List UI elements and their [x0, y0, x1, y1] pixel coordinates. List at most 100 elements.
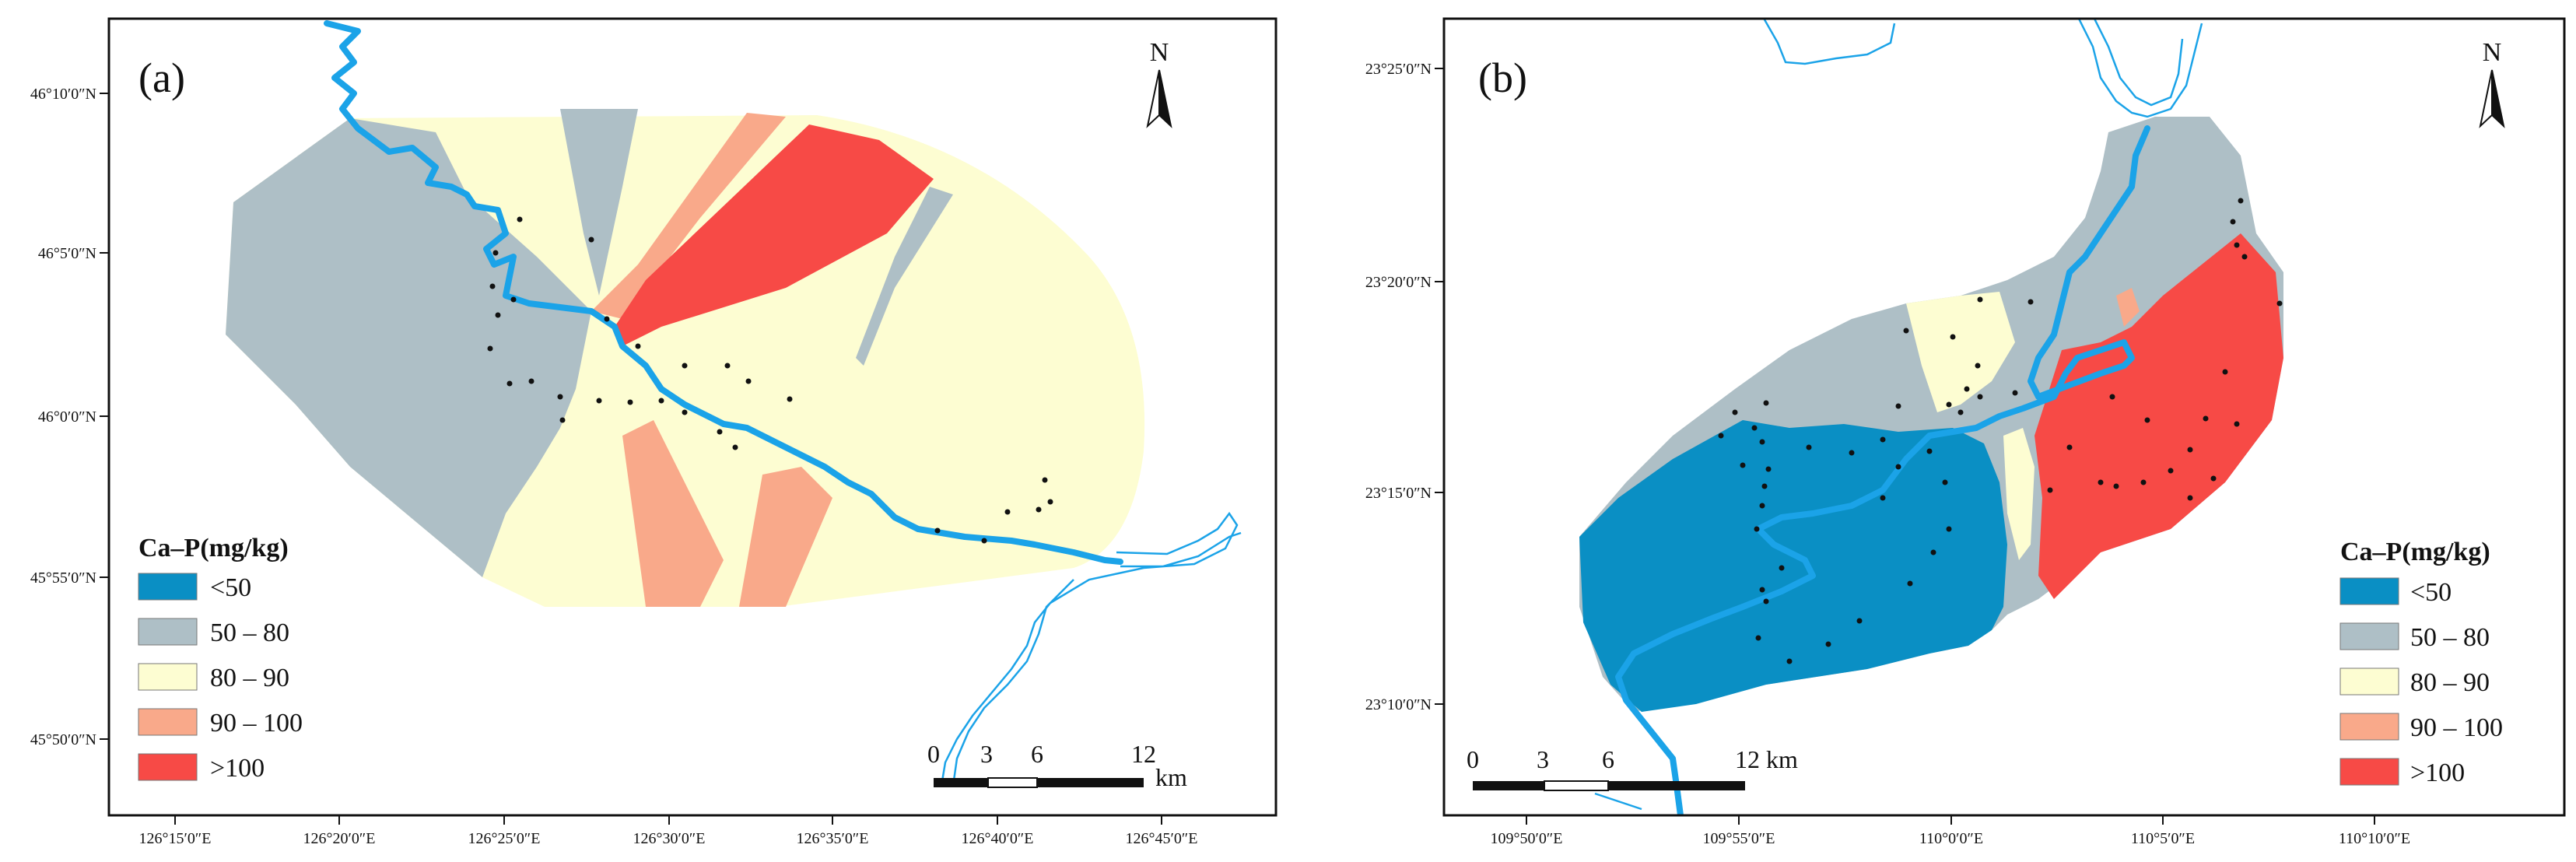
map-a-sample-point — [635, 343, 641, 349]
map-a: (a) N Ca–P(mg/kg) <50 50 – 80 80 – 90 90… — [30, 17, 1277, 847]
map-a-y-tick: 45°55′0″N — [30, 569, 96, 587]
map-b-sample-point — [1950, 334, 1956, 340]
map-b-y-tick: 23°20′0″N — [1365, 274, 1432, 291]
map-a-sample-point — [682, 409, 688, 415]
map-b-sample-point — [1880, 436, 1886, 443]
map-a-sample-point — [717, 429, 723, 435]
map-b-sample-point — [2047, 487, 2053, 493]
map-a-sample-point — [682, 363, 688, 369]
map-b-sample-point — [2203, 415, 2209, 422]
map-a-sample-point — [510, 296, 517, 303]
map-b-sample-point — [1975, 363, 1981, 369]
map-b-sample-point — [2012, 390, 2018, 396]
map-b-sample-point — [1763, 598, 1769, 604]
map-a-x-tick: 126°40′0″E — [962, 830, 1034, 847]
map-a-sample-point — [557, 394, 563, 400]
map-b-sample-point — [1825, 641, 1831, 647]
map-a-scale-bar: 0 3 6 12 km — [927, 740, 1187, 791]
map-a-zone-50-80-east — [856, 187, 953, 366]
map-b-sample-point — [1946, 401, 1952, 408]
map-a-sample-point — [517, 216, 523, 223]
map-b-sample-point — [1849, 450, 1855, 456]
map-b-legend-swatch — [2339, 668, 2399, 696]
map-b-sample-point — [2028, 299, 2034, 305]
map-b-sample-point — [1779, 565, 1785, 571]
map-b-sample-point — [2098, 479, 2104, 485]
map-a-x-tick: 126°25′0″E — [468, 830, 541, 847]
map-a-panel-label: (a) — [138, 54, 185, 101]
map-a-legend-swatch — [138, 573, 198, 601]
map-b-scale-tick: 3 — [1537, 745, 1549, 773]
map-a-x-tick: 126°20′0″E — [303, 830, 376, 847]
map-a-sample-point — [627, 399, 633, 405]
map-b-sample-point — [2144, 417, 2150, 423]
map-a-sample-point — [506, 380, 513, 387]
map-a-scale-tick: 3 — [980, 740, 993, 768]
map-b-sample-point — [1732, 409, 1738, 415]
map-b: (b) N Ca–P(mg/kg) <50 50 – 80 80 – 90 90… — [1365, 17, 2566, 847]
map-b-sample-points — [1718, 198, 2283, 664]
map-b-y-tick: 23°25′0″N — [1365, 61, 1432, 78]
map-b-sample-point — [2241, 254, 2248, 260]
map-b-y-tick: 23°10′0″N — [1365, 696, 1432, 713]
map-a-sample-point — [559, 417, 566, 423]
map-a-x-axis: 126°15′0″E 126°20′0″E 126°25′0″E 126°30′… — [139, 815, 1197, 847]
map-b-legend-label: <50 — [2410, 578, 2452, 607]
map-a-zone-50-80-north — [560, 109, 638, 296]
map-a-river — [324, 20, 1123, 565]
map-a-sample-point — [724, 363, 731, 369]
map-b-legend-swatch — [2339, 577, 2399, 605]
map-b-sample-point — [1895, 403, 1901, 409]
map-a-sample-point — [1047, 499, 1053, 505]
map-a-legend-label: <50 — [210, 573, 251, 602]
map-b-x-tick: 109°55′0″E — [1703, 830, 1775, 847]
map-b-scale-tick: 0 — [1467, 745, 1479, 773]
map-a-zone-90-100-s1 — [622, 420, 724, 607]
map-a-north-arrow: N — [1146, 38, 1172, 128]
map-a-zone-gt100 — [615, 124, 934, 346]
map-b-scale-tick: 12 km — [1735, 745, 1798, 773]
map-b-zone-80-90-strip — [2003, 428, 2035, 560]
map-b-north-arrow: N — [2479, 38, 2505, 128]
map-a-sample-point — [732, 444, 738, 450]
map-a-y-tick: 46°0′0″N — [38, 408, 96, 426]
map-b-sample-point — [1759, 587, 1765, 593]
map-a-sample-point — [1036, 506, 1042, 513]
map-a-scale-unit: km — [1155, 763, 1187, 791]
map-b-sample-point — [2140, 479, 2147, 485]
map-b-sample-point — [2238, 198, 2244, 204]
map-b-legend-label: 90 – 100 — [2410, 713, 2503, 742]
map-b-sample-point — [1977, 394, 1983, 400]
map-b-y-axis: 23°25′0″N 23°20′0″N 23°15′0″N 23°10′0″N — [1365, 61, 1444, 713]
map-b-legend-label: 80 – 90 — [2410, 668, 2490, 697]
map-b-legend-swatch — [2339, 758, 2399, 786]
map-b-zone-90-100 — [2116, 288, 2140, 327]
map-a-x-tick: 126°15′0″E — [139, 830, 212, 847]
map-b-legend-swatch — [2339, 713, 2399, 741]
map-a-sample-point — [528, 378, 534, 384]
map-b-sample-point — [1903, 328, 1909, 334]
map-b-sample-point — [2210, 475, 2217, 482]
map-a-sample-point — [492, 250, 499, 256]
map-b-sample-point — [1907, 580, 1913, 587]
map-b-sample-point — [1806, 444, 1812, 450]
map-b-sample-point — [2276, 300, 2283, 307]
map-b-legend: Ca–P(mg/kg) <50 50 – 80 80 – 90 90 – 100… — [2339, 538, 2503, 787]
map-b-sample-point — [1964, 386, 1970, 392]
map-b-zone-lt50 — [1579, 420, 2007, 712]
map-b-x-tick: 110°10′0″E — [2339, 830, 2410, 847]
map-b-frame — [1442, 17, 2566, 817]
map-b-x-axis: 109°50′0″E 109°55′0″E 110°0′0″E 110°5′0″… — [1491, 815, 2410, 847]
map-b-sample-point — [1765, 466, 1772, 472]
map-b-sample-point — [1754, 526, 1760, 532]
map-a-scale-tick: 12 — [1131, 740, 1156, 768]
map-a-legend-label: 90 – 100 — [210, 709, 303, 738]
map-b-sample-point — [2168, 468, 2174, 474]
map-b-sample-point — [2113, 483, 2119, 489]
map-a-sample-point — [495, 312, 501, 318]
map-b-legend-swatch — [2339, 622, 2399, 650]
map-b-x-tick: 110°0′0″E — [1919, 830, 1983, 847]
map-b-sample-point — [1759, 439, 1765, 445]
map-b-sample-point — [1751, 425, 1758, 431]
map-b-legend-title: Ca–P(mg/kg) — [2340, 538, 2490, 566]
